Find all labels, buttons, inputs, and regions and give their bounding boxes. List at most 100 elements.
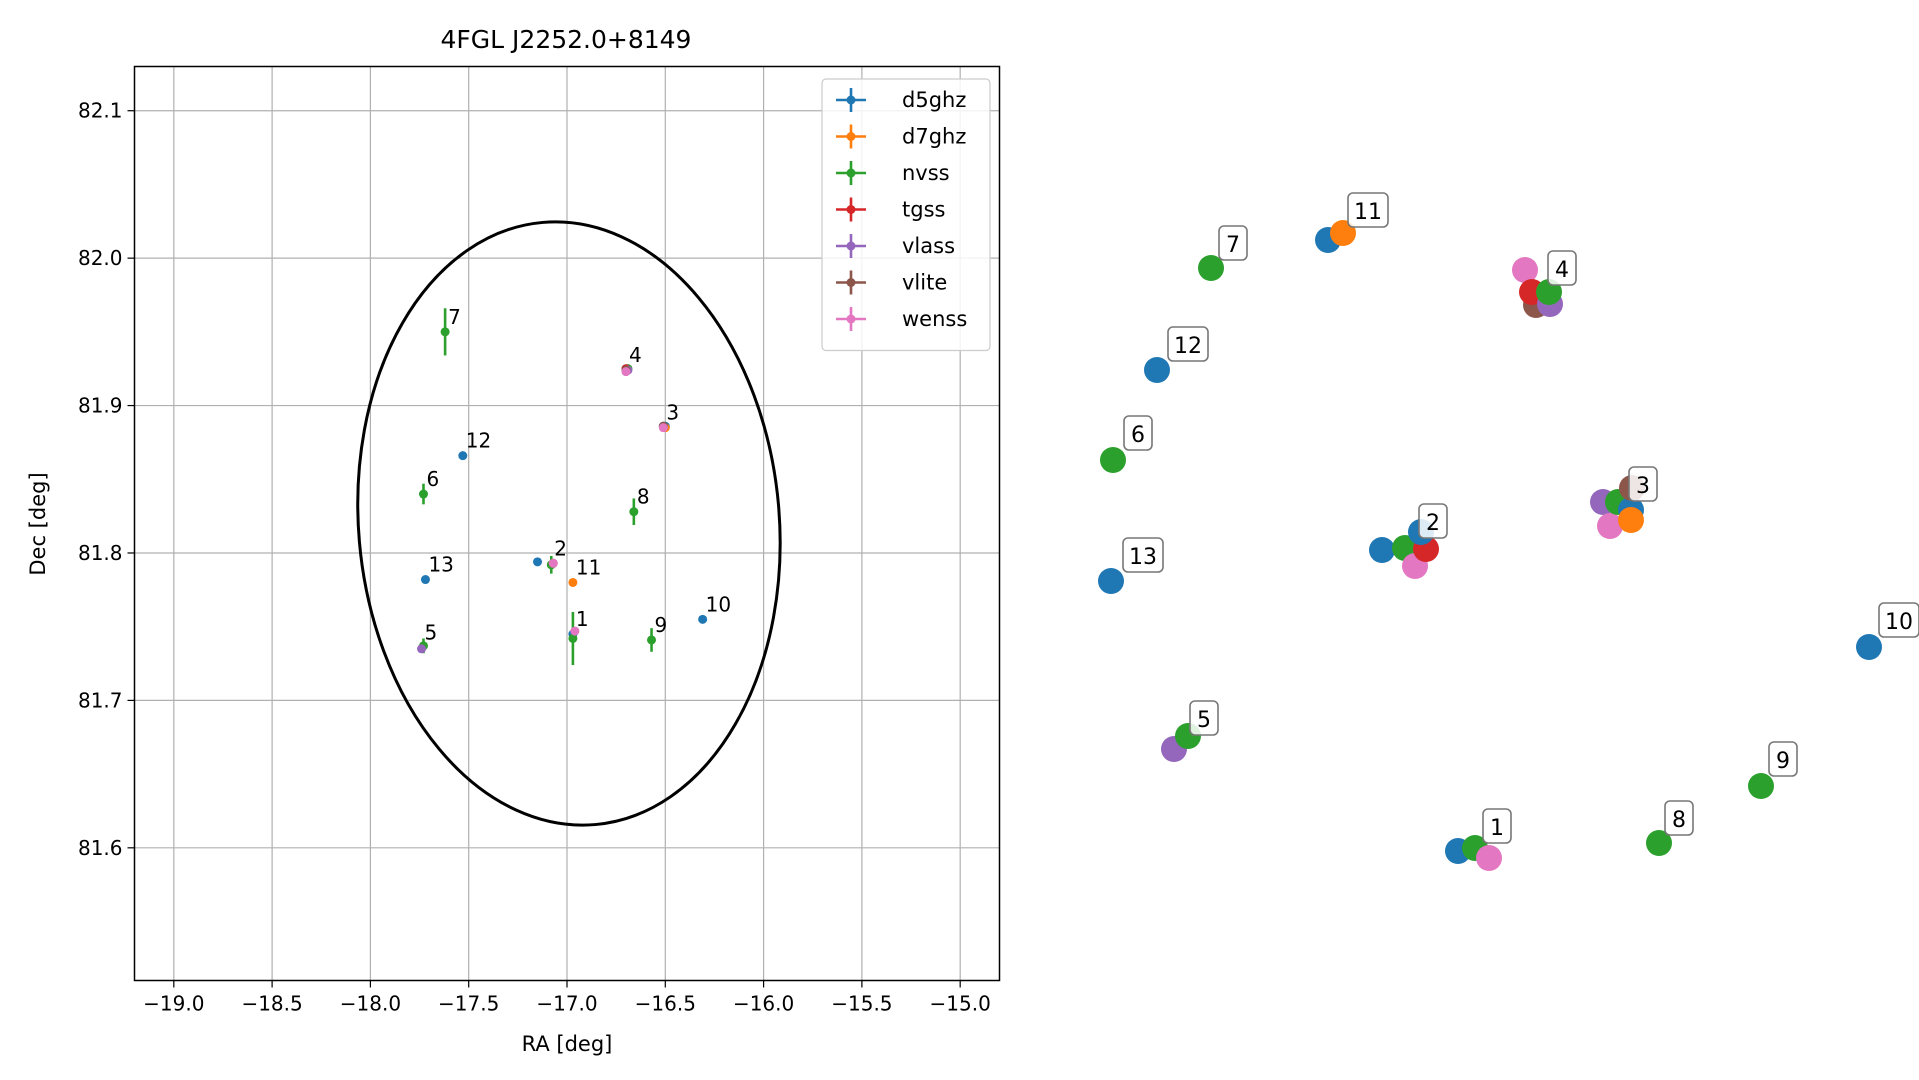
legend-label: nvss (902, 161, 950, 185)
d5ghz-cluster-point (1369, 537, 1395, 563)
d5ghz-cluster-point (1098, 568, 1124, 594)
cluster-label: 7 (1226, 233, 1240, 258)
y-tick-label: 81.6 (78, 836, 123, 860)
cluster-label-box (1628, 466, 1658, 502)
wenss-point (658, 423, 668, 433)
cluster-10: 10 (1856, 602, 1919, 660)
cluster-label: 2 (1426, 511, 1440, 536)
cluster-label: 10 (1885, 610, 1913, 635)
cluster-label-box (1167, 326, 1209, 362)
point-label: 9 (655, 613, 668, 637)
cluster-label-box (1189, 700, 1219, 736)
point-label: 11 (576, 555, 601, 579)
d5ghz-point (420, 575, 430, 585)
axis-ticks: −19.0 −18.5 −18.0 −17.5 −17.0 −16.5 −16.0 −15.5… (78, 99, 991, 1016)
point-label: 13 (428, 553, 453, 577)
nvss-point (629, 507, 639, 517)
cluster-label-box (1418, 503, 1448, 539)
cluster-label: 9 (1776, 749, 1790, 774)
cluster-label: 5 (1197, 708, 1211, 733)
legend-label: wenss (902, 307, 967, 331)
cluster-label: 6 (1131, 423, 1145, 448)
cluster-label: 3 (1636, 474, 1650, 499)
nvss-point (647, 635, 657, 645)
cluster-label-box (1482, 808, 1512, 844)
x-tick-label: −16.5 (635, 992, 696, 1016)
x-tick-label: −18.0 (340, 992, 401, 1016)
x-tick-label: −16.0 (733, 992, 794, 1016)
point-label: 2 (554, 536, 567, 560)
point-label: 10 (706, 592, 731, 616)
x-tick-label: −15.5 (831, 992, 892, 1016)
y-tick-label: 82.0 (78, 246, 123, 270)
wenss-cluster-point (1597, 513, 1623, 539)
cluster-label-box (1123, 415, 1153, 451)
y-tick-label: 82.1 (78, 99, 123, 123)
nvss-cluster-point (1198, 255, 1224, 281)
d7ghz-point (568, 577, 578, 587)
point-label: 7 (448, 305, 461, 329)
vlass-point (417, 644, 427, 654)
point-label: 12 (466, 429, 491, 453)
nvss-point (568, 633, 578, 643)
cluster-label: 4 (1555, 258, 1569, 283)
legend-label: vlite (902, 271, 947, 295)
y-tick-label: 81.7 (78, 688, 123, 712)
wenss-point (570, 626, 580, 636)
error-ellipse (356, 220, 782, 827)
legend-label: d5ghz (902, 88, 966, 112)
x-axis-label: RA [deg] (522, 1032, 613, 1056)
cluster-11: 11 (1315, 192, 1389, 253)
cluster-5: 5 (1161, 700, 1219, 762)
cluster-3: 3 (1590, 466, 1658, 539)
cluster-label-box (1664, 800, 1694, 836)
cluster-label: 11 (1354, 200, 1382, 225)
cluster-label: 13 (1129, 545, 1157, 570)
cluster-label: 12 (1174, 334, 1202, 359)
point-label: 6 (426, 467, 439, 491)
legend-marker-dot (846, 314, 856, 324)
y-tick-label: 81.9 (78, 394, 123, 418)
x-tick-label: −17.5 (438, 992, 499, 1016)
cluster-13: 13 (1098, 537, 1164, 594)
cluster-label-box (1122, 537, 1164, 573)
legend-label: d7ghz (902, 125, 966, 149)
legend-label: tgss (902, 198, 945, 222)
cluster-4: 4 (1512, 250, 1577, 318)
wenss-cluster-point (1512, 257, 1538, 283)
cluster-label-box (1347, 192, 1389, 228)
legend: d5ghz d7ghz nvss tgss vlass vlite wenss (821, 78, 991, 352)
cluster-label-box (1218, 225, 1248, 261)
legend-marker-dot (846, 132, 856, 141)
nvss-point (418, 489, 428, 499)
wenss-point (621, 367, 631, 377)
legend-marker-dot (846, 168, 856, 178)
nvss-cluster-point (1748, 773, 1774, 799)
d5ghz-cluster-point (1856, 634, 1882, 660)
d5ghz-cluster-point (1144, 357, 1170, 383)
cluster-12: 12 (1144, 326, 1209, 383)
nvss-cluster-point (1646, 830, 1672, 856)
legend-marker-dot (846, 278, 856, 287)
legend-marker-dot (846, 205, 856, 214)
y-tick-label: 81.8 (78, 541, 123, 565)
legend-marker-dot (846, 95, 856, 105)
d5ghz-point (458, 451, 468, 461)
cluster-6: 6 (1100, 415, 1153, 473)
legend-label: vlass (902, 234, 955, 258)
cluster-2: 2 (1369, 503, 1448, 579)
point-label: 3 (666, 401, 679, 425)
d7ghz-cluster-point (1618, 507, 1644, 533)
data-points-layer (417, 308, 708, 666)
point-label: 1 (576, 607, 589, 631)
d5ghz-point (698, 614, 708, 624)
error-ellipse-layer (356, 220, 782, 827)
x-tick-label: −15.0 (930, 992, 991, 1016)
point-label: 8 (637, 485, 650, 509)
y-axis-label: Dec [deg] (26, 472, 50, 575)
cluster-9: 9 (1748, 741, 1798, 799)
